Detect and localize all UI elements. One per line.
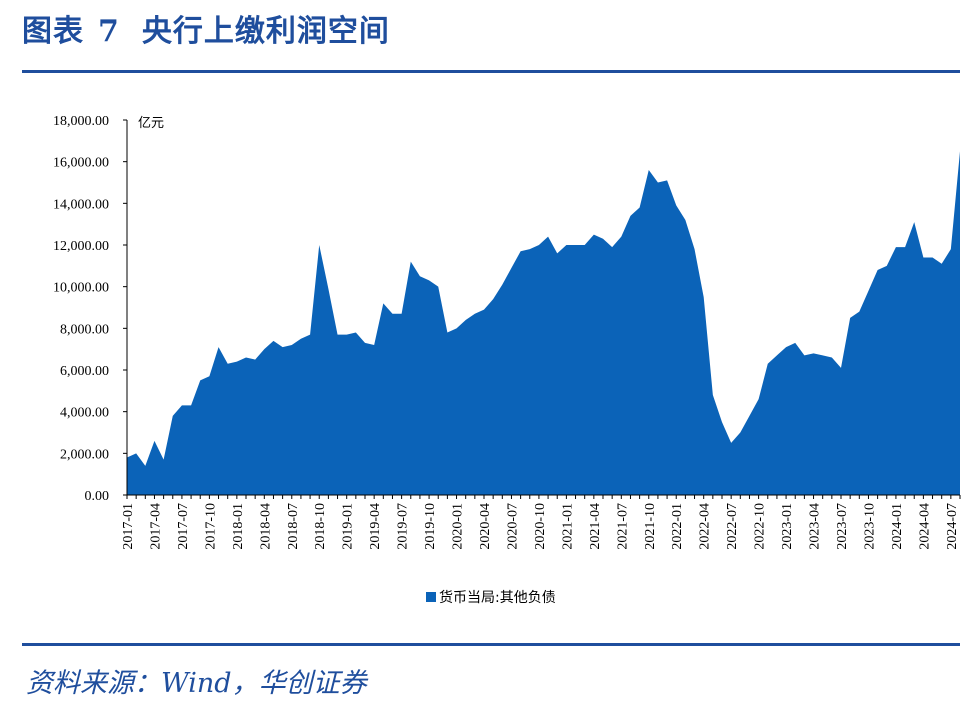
y-tick-label: 10,000.00 [53, 281, 109, 296]
x-tick-label: 2023-10 [862, 503, 877, 550]
y-tick-label: 4,000.00 [60, 406, 109, 421]
y-tick-label: 14,000.00 [53, 197, 109, 212]
y-tick-label: 12,000.00 [53, 239, 109, 254]
x-tick-label: 2017-04 [148, 503, 163, 550]
y-tick-label: 0.00 [85, 489, 110, 504]
x-tick-label: 2024-01 [890, 503, 905, 550]
x-tick-label: 2022-04 [698, 503, 713, 550]
legend-swatch [426, 592, 436, 602]
x-tick-label: 2021-01 [560, 503, 575, 550]
x-tick-label: 2022-10 [753, 503, 768, 550]
legend-label: 货币当局:其他负债 [439, 589, 556, 606]
x-tick-label: 2020-04 [478, 503, 493, 550]
x-tick-label: 2018-10 [313, 503, 328, 550]
x-tick-label: 2017-07 [176, 503, 191, 550]
y-tick-label: 18,000.00 [53, 114, 109, 129]
figure-number: 7 [98, 14, 120, 49]
x-tick-label: 2023-01 [780, 503, 795, 550]
area-chart: 0.00 2,000.00 4,000.00 6,000.00 8,000.00 10,0… [53, 114, 961, 606]
x-tick-label: 2020-07 [505, 503, 520, 550]
x-tick-label: 2020-10 [533, 503, 548, 550]
x-tick-label: 2020-01 [451, 503, 466, 550]
x-tick-label: 2018-04 [258, 503, 273, 550]
x-tick-label: 2017-10 [203, 503, 218, 550]
x-tick-label: 2021-10 [643, 503, 658, 550]
source-note: 资料来源：Wind，华创证券 [26, 668, 367, 699]
x-tick-label: 2021-04 [588, 503, 603, 550]
area-series [127, 151, 960, 495]
y-unit-label: 亿元 [138, 116, 164, 131]
x-tick-label: 2022-01 [670, 503, 685, 550]
x-tick-label: 2024-04 [917, 503, 932, 550]
x-tick-label: 2019-07 [396, 503, 411, 550]
footer-divider [22, 643, 960, 646]
y-tick-label: 16,000.00 [53, 156, 109, 171]
legend: 货币当局:其他负债 [426, 589, 556, 606]
x-tick-label: 2019-01 [341, 503, 356, 550]
title-divider [22, 70, 960, 73]
x-tick-label: 2023-04 [808, 503, 823, 550]
y-tick-label: 2,000.00 [60, 447, 109, 462]
x-tick-label: 2024-07 [945, 503, 960, 550]
x-tick-label: 2022-07 [725, 503, 740, 550]
x-tick-label: 2023-07 [835, 503, 850, 550]
figure-label: 图表 [22, 14, 84, 49]
x-tick-label: 2021-07 [615, 503, 630, 550]
x-tick-label: 2017-01 [121, 503, 136, 550]
y-tick-label: 6,000.00 [60, 364, 109, 379]
chart-title: 央行上缴利润空间 [141, 14, 390, 49]
x-tick-label: 2019-04 [368, 503, 383, 550]
y-tick-label: 8,000.00 [60, 322, 109, 337]
figure-title: 图表 7 央行上缴利润空间 [22, 8, 390, 56]
x-tick-label: 2018-01 [231, 503, 246, 550]
x-tick-label: 2018-07 [286, 503, 301, 550]
x-tick-label: 2019-10 [423, 503, 438, 550]
